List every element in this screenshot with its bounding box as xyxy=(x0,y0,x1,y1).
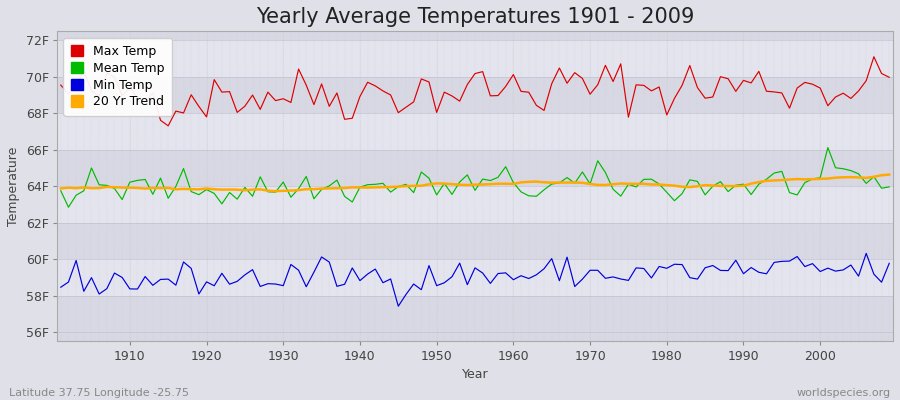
Legend: Max Temp, Mean Temp, Min Temp, 20 Yr Trend: Max Temp, Mean Temp, Min Temp, 20 Yr Tre… xyxy=(63,38,172,116)
Line: 20 Yr Trend: 20 Yr Trend xyxy=(61,174,889,191)
Text: worldspecies.org: worldspecies.org xyxy=(796,388,891,398)
Max Temp xyxy=(293,67,304,72)
Min Temp xyxy=(331,284,342,289)
20 Yr Trend xyxy=(508,182,518,186)
20 Yr Trend xyxy=(117,185,128,190)
Max Temp xyxy=(56,83,67,88)
Max Temp xyxy=(508,72,518,77)
Mean Temp xyxy=(124,180,135,184)
Mean Temp xyxy=(63,205,74,210)
Mean Temp xyxy=(56,188,67,193)
20 Yr Trend xyxy=(270,189,281,194)
Min Temp xyxy=(508,277,518,282)
20 Yr Trend xyxy=(884,172,895,177)
Line: Min Temp: Min Temp xyxy=(61,253,889,306)
Max Temp xyxy=(868,54,879,59)
Bar xyxy=(57,40,893,77)
X-axis label: Year: Year xyxy=(462,368,489,381)
Mean Temp xyxy=(823,145,833,150)
Max Temp xyxy=(163,124,174,128)
Line: Mean Temp: Mean Temp xyxy=(61,148,889,207)
Min Temp xyxy=(56,285,67,290)
20 Yr Trend xyxy=(339,186,350,190)
Mean Temp xyxy=(339,194,350,199)
Mean Temp xyxy=(516,190,526,194)
20 Yr Trend xyxy=(516,180,526,185)
Min Temp xyxy=(393,304,404,309)
Mean Temp xyxy=(884,184,895,189)
Bar xyxy=(57,223,893,259)
Bar xyxy=(57,150,893,186)
Min Temp xyxy=(608,274,618,279)
Min Temp xyxy=(285,262,296,267)
Min Temp xyxy=(860,251,871,256)
Y-axis label: Temperature: Temperature xyxy=(7,146,20,226)
Max Temp xyxy=(516,89,526,94)
Mean Temp xyxy=(608,187,618,192)
Mean Temp xyxy=(508,180,518,185)
Min Temp xyxy=(117,275,128,280)
Bar xyxy=(57,113,893,150)
20 Yr Trend xyxy=(293,188,304,192)
Text: Latitude 37.75 Longitude -25.75: Latitude 37.75 Longitude -25.75 xyxy=(9,388,189,398)
20 Yr Trend xyxy=(56,186,67,191)
Max Temp xyxy=(339,117,350,122)
Mean Temp xyxy=(293,186,304,191)
20 Yr Trend xyxy=(608,182,618,187)
Max Temp xyxy=(884,75,895,80)
Bar xyxy=(57,186,893,223)
Line: Max Temp: Max Temp xyxy=(61,57,889,126)
Min Temp xyxy=(516,273,526,278)
Min Temp xyxy=(884,261,895,266)
Title: Yearly Average Temperatures 1901 - 2009: Yearly Average Temperatures 1901 - 2009 xyxy=(256,7,694,27)
Bar xyxy=(57,259,893,296)
Max Temp xyxy=(608,79,618,84)
Bar xyxy=(57,296,893,332)
Max Temp xyxy=(117,93,128,98)
Bar xyxy=(57,77,893,113)
